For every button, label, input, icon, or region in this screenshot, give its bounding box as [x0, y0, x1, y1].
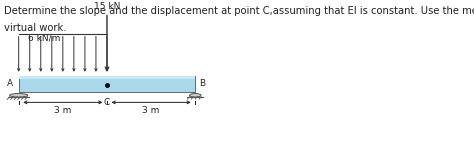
Text: B: B [199, 79, 205, 88]
Text: virtual work.: virtual work. [4, 23, 66, 33]
Bar [18, 76, 195, 79]
Ellipse shape [9, 93, 27, 97]
Ellipse shape [190, 93, 201, 97]
Text: C: C [104, 98, 110, 107]
Text: 3 m: 3 m [54, 106, 72, 115]
Text: Determine the slope and the displacement at point C,assuming that EI is constant: Determine the slope and the displacement… [4, 6, 474, 16]
Text: 3 m: 3 m [143, 106, 160, 115]
Text: 15 kN: 15 kN [94, 2, 120, 11]
Bar [18, 76, 195, 92]
Text: 6 kN/m: 6 kN/m [28, 33, 61, 42]
Text: A: A [7, 79, 13, 88]
